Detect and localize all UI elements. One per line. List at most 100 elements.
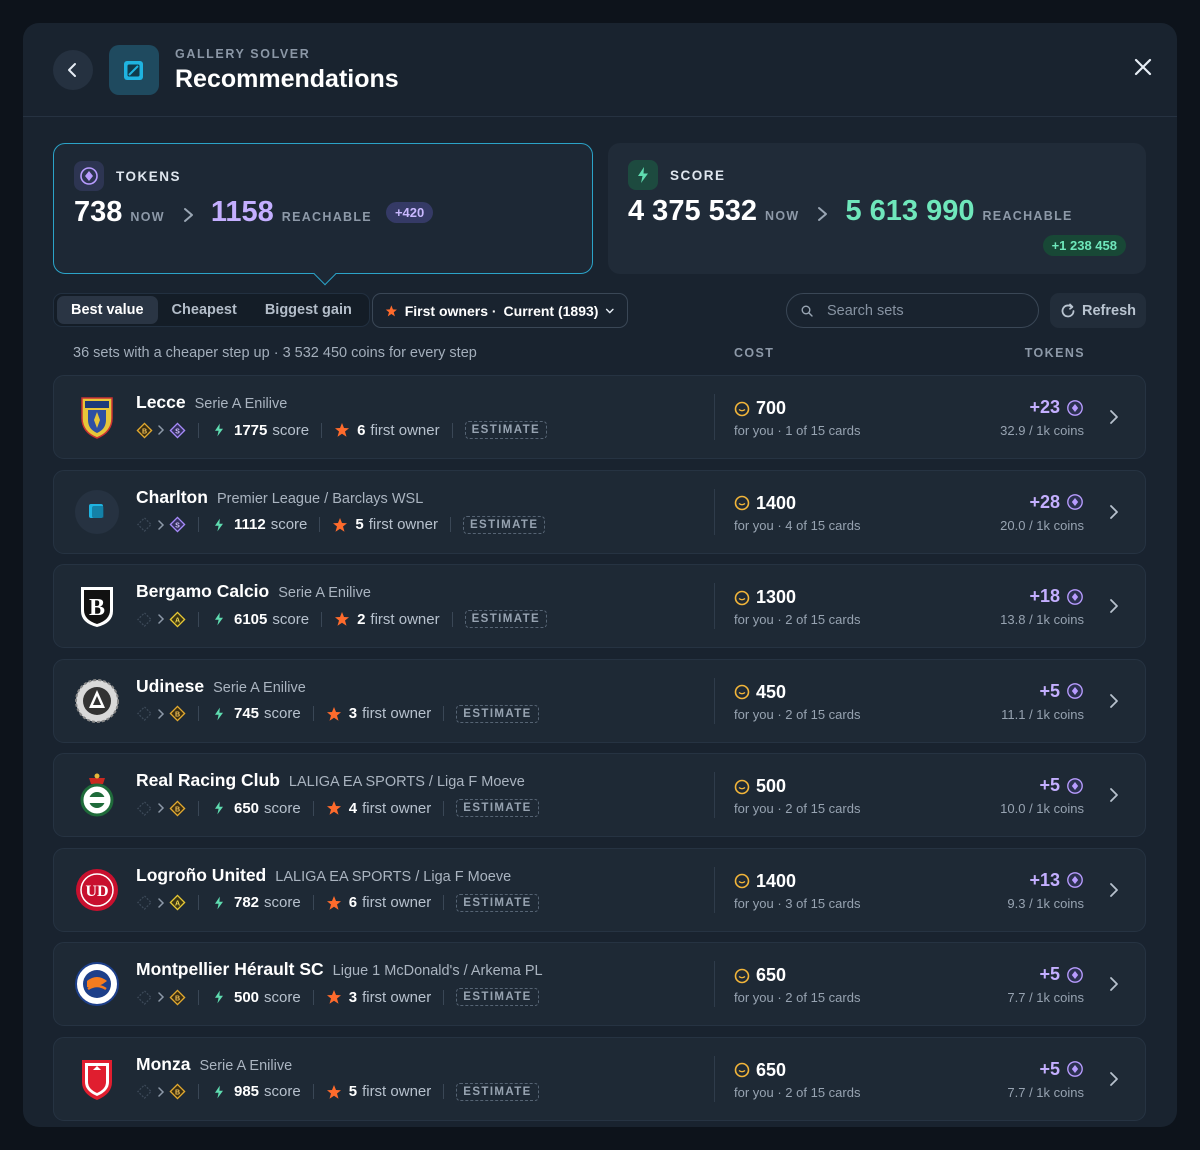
token-icon (1066, 966, 1084, 984)
column-divider (714, 1055, 715, 1102)
search-box[interactable] (786, 293, 1039, 328)
star-icon (385, 304, 397, 316)
estimate-badge: ESTIMATE (462, 515, 546, 534)
recommendation-row[interactable]: B Bergamo Calcio Serie A Enilive A 6105 … (53, 564, 1146, 648)
open-row-button[interactable] (1109, 598, 1119, 619)
recommendation-row[interactable]: Real Racing Club LALIGA EA SPORTS / Liga… (53, 753, 1146, 837)
score-label: SCORE (670, 167, 726, 183)
search-input[interactable] (827, 302, 1017, 319)
divider (451, 611, 453, 627)
open-row-button[interactable] (1109, 504, 1119, 525)
score-value: 500 (234, 988, 260, 1006)
chevron-right-icon (1110, 882, 1118, 897)
current-tier-icon (136, 611, 153, 628)
score-label: score (264, 1083, 301, 1100)
coin-icon (734, 684, 750, 700)
cost-value: 700 (756, 398, 787, 418)
racing-crest-icon (74, 772, 120, 818)
estimate-badge: ESTIMATE (456, 988, 539, 1006)
recommendation-row[interactable]: UD Logroño United LALIGA EA SPORTS / Lig… (53, 847, 1146, 932)
score-label: score (264, 705, 301, 722)
open-row-button[interactable] (1109, 976, 1119, 997)
open-row-button[interactable] (1109, 787, 1119, 808)
score-now: 4 375 532 (628, 195, 758, 227)
tab-cheapest[interactable]: Cheapest (171, 302, 237, 318)
divider (312, 1084, 314, 1099)
sort-tabs: Best value Cheapest Biggest gain (53, 293, 370, 327)
target-tier-icon: B (169, 988, 186, 1006)
tab-best-value[interactable]: Best value (57, 296, 158, 324)
back-button[interactable] (53, 50, 93, 90)
divider (312, 800, 314, 816)
results-summary: 36 sets with a cheaper step up · 3 532 4… (73, 345, 477, 361)
current-tier-icon (136, 705, 153, 722)
bolt-icon (211, 1084, 227, 1100)
divider (443, 706, 445, 721)
filter-label: First owners · (404, 302, 497, 319)
token-icon (1066, 1060, 1084, 1078)
gain-efficiency: 7.7 / 1k coins (1007, 1084, 1084, 1100)
token-gain-value: +5 (1039, 775, 1060, 795)
cost-detail: for you · 2 of 15 cards (734, 1084, 861, 1100)
close-button[interactable] (1131, 55, 1155, 79)
token-gain-value: +5 (1039, 1058, 1060, 1079)
first-owner-label: first owner (362, 1083, 432, 1100)
star-icon (334, 422, 350, 438)
score-value: 1112 (234, 516, 266, 533)
score-label: score (264, 894, 301, 911)
coin-icon (734, 590, 750, 606)
first-owner-label: first owner (362, 799, 432, 817)
recommendation-row[interactable]: Udinese Serie A Enilive B 745 score 3 fi… (53, 658, 1146, 743)
first-owner-count: 2 (357, 610, 366, 628)
current-tier-icon (136, 989, 153, 1006)
cost-detail: for you · 2 of 15 cards (734, 990, 861, 1005)
refresh-button[interactable]: Refresh (1050, 293, 1146, 328)
current-tier-icon: B (136, 421, 153, 439)
lecce-crest-icon (74, 394, 120, 440)
first-owner-label: first owner (370, 421, 440, 439)
coin-icon (734, 873, 750, 889)
team-name: Charlton (136, 486, 208, 507)
recommendation-row[interactable]: Montpellier Hérault SC Ligue 1 McDonald'… (53, 942, 1146, 1026)
target-tier-icon: A (169, 610, 186, 628)
open-row-button[interactable] (1109, 1071, 1119, 1092)
svg-text:B: B (175, 805, 180, 813)
chevron-right-icon (818, 207, 828, 221)
open-row-button[interactable] (1109, 409, 1119, 430)
gain-efficiency: 10.0 / 1k coins (1000, 801, 1084, 816)
first-owners-filter[interactable]: First owners · Current (1893) (372, 293, 628, 328)
token-icon (1066, 777, 1084, 795)
recommendation-row[interactable]: Lecce Serie A Enilive B S 1775 score 6 f… (53, 375, 1146, 459)
first-owner-count: 3 (348, 988, 358, 1006)
first-owner-label: first owner (370, 610, 440, 628)
divider (443, 989, 445, 1005)
tab-biggest-gain[interactable]: Biggest gain (264, 302, 352, 318)
score-label: score (272, 421, 310, 439)
svg-text:B: B (89, 595, 105, 621)
montpellier-crest-icon (74, 961, 120, 1007)
token-icon (1066, 682, 1084, 700)
team-name: Montpellier Hérault SC (136, 959, 324, 979)
chevron-right-icon (183, 208, 193, 222)
first-owner-label: first owner (362, 894, 432, 911)
chevron-right-icon (1110, 599, 1118, 613)
column-divider (714, 394, 715, 440)
tokens-gain-badge: +420 (385, 202, 434, 223)
divider (312, 895, 314, 910)
first-owner-label: first owner (362, 988, 432, 1006)
open-row-button[interactable] (1109, 693, 1119, 714)
target-tier-icon: S (169, 516, 186, 533)
chevron-right-icon (157, 897, 165, 908)
token-icon (74, 161, 104, 191)
recommendation-row[interactable]: Monza Serie A Enilive B 985 score 5 firs… (53, 1036, 1146, 1121)
chevron-right-icon (1110, 788, 1118, 802)
coin-icon (734, 1062, 750, 1078)
open-row-button[interactable] (1109, 882, 1119, 903)
recommendation-row[interactable]: Charlton Premier League / Barclays WSL S… (53, 469, 1146, 554)
star-icon (332, 517, 348, 533)
score-card[interactable]: SCORE 4 375 532 NOW 5 613 990 REACHABLE … (608, 143, 1146, 274)
league-name: Ligue 1 McDonald's / Arkema PL (332, 963, 543, 979)
chevron-right-icon (157, 519, 165, 530)
recommendations-panel: GALLERY SOLVER Recommendations TOKENS 73… (23, 23, 1177, 1127)
tokens-card[interactable]: TOKENS 738 NOW 1158 REACHABLE +420 (53, 143, 593, 286)
